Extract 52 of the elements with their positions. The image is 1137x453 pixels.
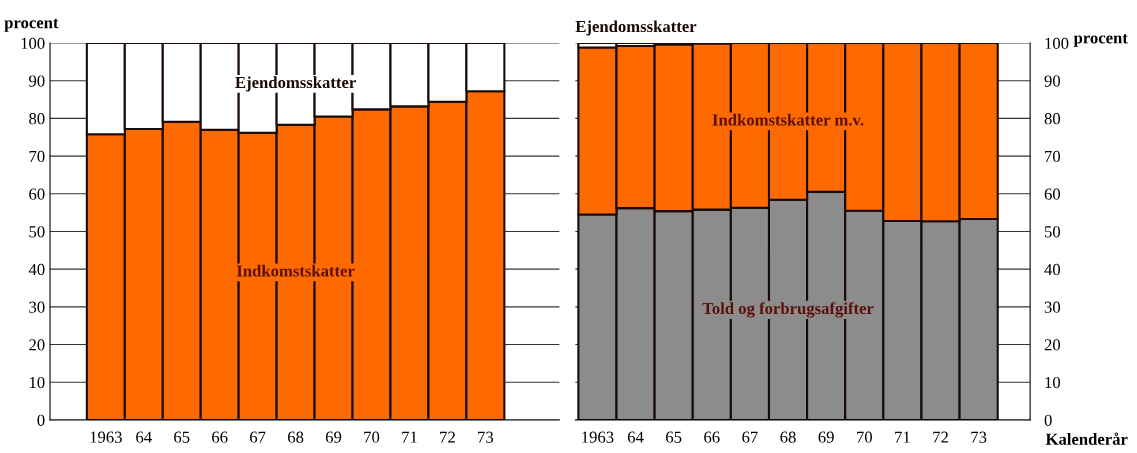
series-label: Indkomstskatter (236, 264, 355, 277)
y-tick-label: 60 (1044, 188, 1061, 200)
y-axis-title: procent (4, 18, 59, 32)
y-tick-label: 30 (29, 301, 45, 313)
x-tick-label: 69 (818, 431, 834, 443)
x-tick-label: 66 (212, 431, 228, 443)
y-tick-label: 0 (37, 414, 45, 426)
x-tick-label: 66 (704, 431, 720, 443)
x-tick-label: 64 (627, 431, 644, 443)
y-tick-label: 10 (1045, 376, 1061, 389)
y-tick-label: 100 (1045, 37, 1069, 49)
x-tick-label: 71 (895, 431, 910, 443)
y-tick-label: 100 (21, 37, 45, 49)
y-tick-label: 50 (1044, 226, 1061, 238)
y-tick-label: 40 (28, 263, 45, 276)
y-tick-label: 60 (29, 188, 45, 200)
y-tick-label: 50 (29, 226, 45, 238)
x-tick-label: 73 (971, 431, 987, 443)
x-tick-label: 67 (250, 431, 266, 443)
series-label: Told og forbrugsafgifter (702, 302, 874, 318)
y-tick-label: 90 (1044, 75, 1061, 87)
x-tick-label: 68 (780, 431, 796, 443)
y-tick-label: 40 (1044, 263, 1061, 276)
x-tick-label: 67 (742, 431, 758, 443)
x-tick-label: 70 (857, 431, 872, 443)
x-tick-label: 73 (478, 431, 494, 443)
series-label: Ejendomsskatter (575, 20, 697, 36)
series-label: Ejendomsskatter (235, 76, 356, 92)
y-tick-label: 0 (1044, 414, 1052, 426)
x-axis-title: Kalenderår (1045, 432, 1128, 445)
x-tick-label: 72 (933, 431, 948, 443)
y-tick-label: 20 (1044, 339, 1061, 351)
x-tick-label: 64 (136, 431, 152, 443)
y-tick-label: 20 (29, 339, 45, 351)
y-tick-label: 30 (1044, 301, 1061, 313)
x-tick-label: 70 (364, 431, 380, 443)
y-tick-label: 70 (1045, 150, 1061, 163)
x-tick-label: 68 (287, 431, 304, 443)
x-tick-label: 1963 (90, 431, 122, 443)
y-tick-label: 90 (29, 75, 45, 87)
x-tick-label: 65 (174, 431, 190, 443)
y-axis-title: procent (1073, 33, 1128, 47)
x-tick-label: 69 (325, 431, 342, 443)
x-tick-label: 71 (402, 431, 417, 443)
y-tick-label: 80 (1044, 113, 1061, 125)
x-tick-label: 1963 (582, 431, 614, 443)
y-tick-label: 10 (29, 376, 45, 389)
x-tick-label: 65 (666, 431, 682, 443)
series-label: Indkomstskatter m.v. (712, 113, 864, 126)
y-tick-label: 80 (29, 113, 45, 125)
y-tick-label: 70 (29, 150, 45, 163)
x-tick-label: 72 (440, 431, 455, 443)
